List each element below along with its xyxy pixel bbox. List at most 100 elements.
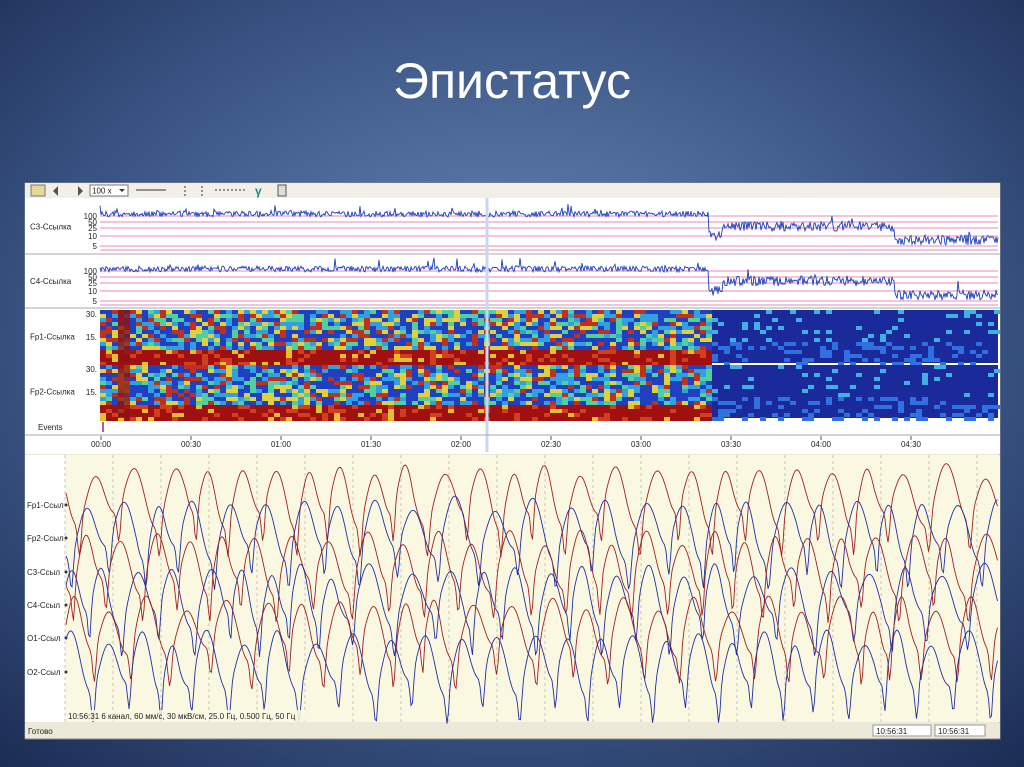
spectrogram-cell [148, 322, 154, 326]
spectrogram-cell [178, 326, 184, 330]
spectrogram-cell [532, 409, 538, 413]
spectrogram-cell [376, 326, 382, 330]
spectrogram-cell [574, 373, 580, 377]
spectrogram-cell [790, 350, 796, 354]
spectrogram-cell [406, 389, 412, 393]
spectrogram-cell [676, 310, 682, 314]
spectrogram-cell [556, 409, 562, 413]
spectrogram-cell [532, 334, 538, 338]
spectrogram-cell [358, 358, 364, 362]
next-button[interactable] [78, 186, 83, 196]
spectrogram-cell [358, 393, 364, 397]
spectrogram-cell [664, 385, 670, 389]
spectrogram-cell [184, 342, 190, 346]
spectrogram-cell [796, 350, 802, 354]
spectrogram-cell [472, 354, 478, 358]
spectrogram-cell [136, 385, 142, 389]
spectrogram-cell [214, 354, 220, 358]
spectrogram-cell [304, 385, 310, 389]
spectrogram-cell [412, 413, 418, 417]
spectrogram-cell [178, 373, 184, 377]
spectrogram-cell [406, 413, 412, 417]
spectrogram-cell [244, 393, 250, 397]
spectrogram-cell [688, 373, 694, 377]
spectrogram-cell [652, 381, 658, 385]
print-button[interactable] [277, 184, 287, 197]
spectrogram-cell [226, 314, 232, 318]
spectrogram-cell [466, 381, 472, 385]
spectrogram-cell [586, 385, 592, 389]
spectrogram-cell [598, 362, 604, 366]
spectrogram-cell [112, 409, 118, 413]
spectrogram-cell [106, 365, 112, 369]
zoom-select[interactable] [89, 184, 129, 197]
spectrogram-cell [262, 389, 268, 393]
spectrogram-cell [106, 381, 112, 385]
spectrogram-cell [964, 393, 970, 397]
spectrogram-cell [592, 346, 598, 350]
spectrogram-cell [340, 362, 346, 366]
spectrogram-cell [550, 365, 556, 369]
open-button[interactable] [30, 184, 46, 197]
spectrogram-cell [508, 417, 514, 421]
spectrogram-cell [418, 334, 424, 338]
spectrogram-cell [142, 326, 148, 330]
spectrogram-cell [352, 346, 358, 350]
spectrogram-cell [742, 338, 748, 342]
prev-button[interactable] [53, 186, 58, 196]
spectrogram-cell [190, 409, 196, 413]
filter-icon[interactable]: γ [255, 184, 262, 198]
spectrogram-cell [208, 397, 214, 401]
spectrogram-cell [256, 397, 262, 401]
spectrogram-cell [562, 354, 568, 358]
spectrogram-cell [226, 310, 232, 314]
spectrogram-cell [154, 417, 160, 421]
spectrogram-cell [376, 405, 382, 409]
spectrogram-cell [208, 417, 214, 421]
spectrogram-cell [568, 413, 574, 417]
spectrogram-cell [304, 401, 310, 405]
spectrogram-cell [430, 354, 436, 358]
spectrogram-cell [286, 369, 292, 373]
spectrogram-cell [562, 393, 568, 397]
toolbar [25, 183, 1000, 198]
spectrogram-cell [748, 413, 754, 417]
spectrogram-cell [604, 318, 610, 322]
spectrogram-cell [244, 397, 250, 401]
spectrogram-cell [316, 389, 322, 393]
spectrogram-cell [136, 350, 142, 354]
spectrogram-cell [538, 385, 544, 389]
spectrogram-cell [634, 377, 640, 381]
spectrogram-cell [460, 381, 466, 385]
spectrogram-cell [370, 350, 376, 354]
spectrogram-cell [208, 346, 214, 350]
spectrogram-cell [478, 354, 484, 358]
spectrogram-cell [382, 362, 388, 366]
spectrogram-cell [412, 338, 418, 342]
spectrogram-cell [328, 373, 334, 377]
spectrogram-cell [298, 381, 304, 385]
tool-icons[interactable] [184, 186, 245, 196]
spectrogram-cell [682, 369, 688, 373]
spectrogram-cell [700, 346, 706, 350]
spectrogram-cell [406, 377, 412, 381]
spectrogram-cell [208, 385, 214, 389]
spectrogram-cell [730, 409, 736, 413]
spectrogram-cell [106, 330, 112, 334]
spectrogram-cell [256, 373, 262, 377]
spectrogram-cell [604, 342, 610, 346]
spectrogram-cell [130, 354, 136, 358]
spectrogram-cell [238, 389, 244, 393]
spectrogram-cell [448, 346, 454, 350]
spectrogram-cell [694, 393, 700, 397]
spectrogram-cell [298, 310, 304, 314]
spectrogram-cell [322, 397, 328, 401]
spectrogram-cell [268, 346, 274, 350]
spectrogram-cell [748, 385, 754, 389]
spectrogram-cell [670, 385, 676, 389]
spectrogram-cell [358, 350, 364, 354]
spectrogram-cell [256, 405, 262, 409]
spectrogram-cell [628, 318, 634, 322]
spectrogram-cell [694, 318, 700, 322]
spectrogram-cell [676, 401, 682, 405]
